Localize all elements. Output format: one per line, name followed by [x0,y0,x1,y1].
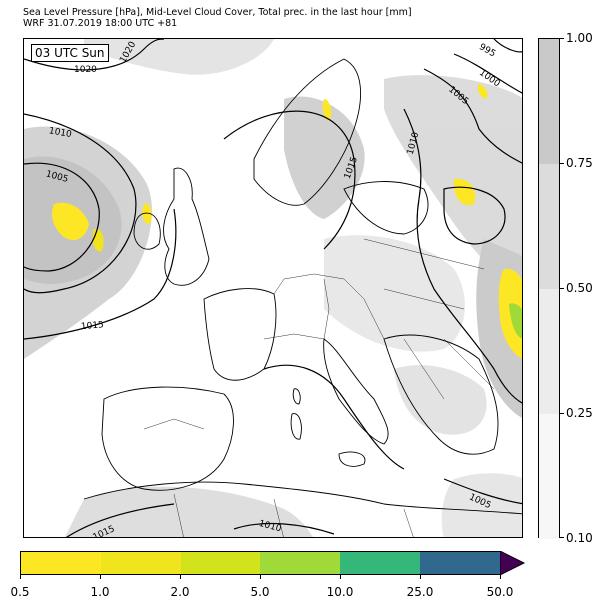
colorbar-tick [560,413,564,414]
coast-corsica [292,388,301,405]
colorbar-segment [21,552,101,574]
coast-balkans [383,334,499,455]
colorbar-tick [560,38,564,39]
colorbar-segment [420,552,500,574]
precip-tick-label: 5.0 [250,585,270,599]
cloud-tick-label: 0.25 [566,406,593,420]
colorbar-segment [539,289,559,414]
precip-norway [322,99,332,121]
chart-subtitle: WRF 31.07.2019 18:00 UTC +81 [23,18,178,29]
isobar-1000 [453,53,522,94]
cloud-patch-baltic [384,75,522,289]
coast-north-africa [83,481,522,515]
isobar-1005-atl [24,162,100,272]
cloud-tick-label: 0.10 [566,531,593,545]
isobar-1020 [24,39,165,71]
isobar-label: 1010 [48,126,73,140]
isobar-med [263,364,405,470]
country-borders [143,238,495,537]
coast-iberia [101,386,234,491]
isobars [24,39,522,537]
isobar-995 [493,39,522,53]
cloud-tick-label: 0.50 [566,281,593,295]
isobar-1005-ne [423,68,522,164]
precip-finland [477,84,488,99]
precip-layer [52,84,522,359]
precip-uk [142,203,152,225]
cloud-tick-label: 0.75 [566,156,593,170]
precip-tick-label: 50.0 [486,585,514,599]
colorbar-tick [180,575,181,579]
colorbar-segment [180,552,261,574]
isobar-label: 1015 [81,320,105,332]
cloud-tick-label: 1.00 [566,31,593,45]
isobar-1010-atl [24,113,137,294]
precip-tick-label: 1.0 [90,585,110,599]
coast-sardinia [290,413,302,440]
coast-italy [323,338,389,445]
cloud-patch-central [324,235,465,352]
isobar-label: 1020 [74,65,97,75]
colorbar-tick [560,288,564,289]
isobar-label: 995 [477,42,497,59]
precip-tick-label: 0.5 [10,585,30,599]
colorbar-tick [340,575,341,579]
precip-colorbar [20,551,501,575]
colorbar-segment [100,552,181,574]
isobar-1010-ne [403,108,522,404]
precip-baltic [453,178,476,206]
colorbar-segment [539,164,559,289]
chart-title: Sea Level Pressure [hPa], Mid-Level Clou… [23,7,412,18]
isobar-low-east [443,186,506,245]
cloud-patch-balkan [394,365,487,435]
colorbar-segment [539,39,559,164]
coast-france [203,288,277,381]
colorbar-tick [260,575,261,579]
cloud-patch-med-east [441,473,522,537]
colorbar-tick [500,575,501,579]
colorbar-tick [420,575,421,579]
isobar-1010-s [233,522,335,535]
colorbar-extend-arrow [500,551,526,575]
precip-tick-label: 2.0 [170,585,190,599]
precip-east-core [509,303,522,339]
isobar-1015-sw [66,503,175,537]
isobar-1015-central [223,110,356,250]
precip-atlantic [52,202,89,241]
precip-tick-label: 25.0 [406,585,434,599]
coastlines [83,58,522,515]
weather-map: 1020 1020 995 1000 1005 1010 1005 1015 1… [23,38,523,538]
isobar-1005-se [443,478,522,505]
isobar-1015-atl [24,208,177,340]
valid-time-label: 03 UTC Sun [31,44,109,62]
map-canvas: 1020 1020 995 1000 1005 1010 1005 1015 1… [24,39,522,537]
cloud-cover-colorbar [538,38,560,539]
cloud-patch-north [84,39,274,75]
colorbar-tick [560,163,564,164]
coast-uk [163,167,210,286]
colorbar-segment [340,552,421,574]
colorbar-tick [100,575,101,579]
coast-scandinavia [253,58,362,206]
colorbar-tick [560,537,564,538]
colorbar-tick [20,575,21,579]
coast-ireland [133,212,161,250]
coast-baltic [343,181,429,235]
precip-tick-label: 10.0 [326,585,354,599]
coast-sicily [338,451,366,467]
colorbar-segment [539,414,559,539]
colorbar-segment [260,552,341,574]
